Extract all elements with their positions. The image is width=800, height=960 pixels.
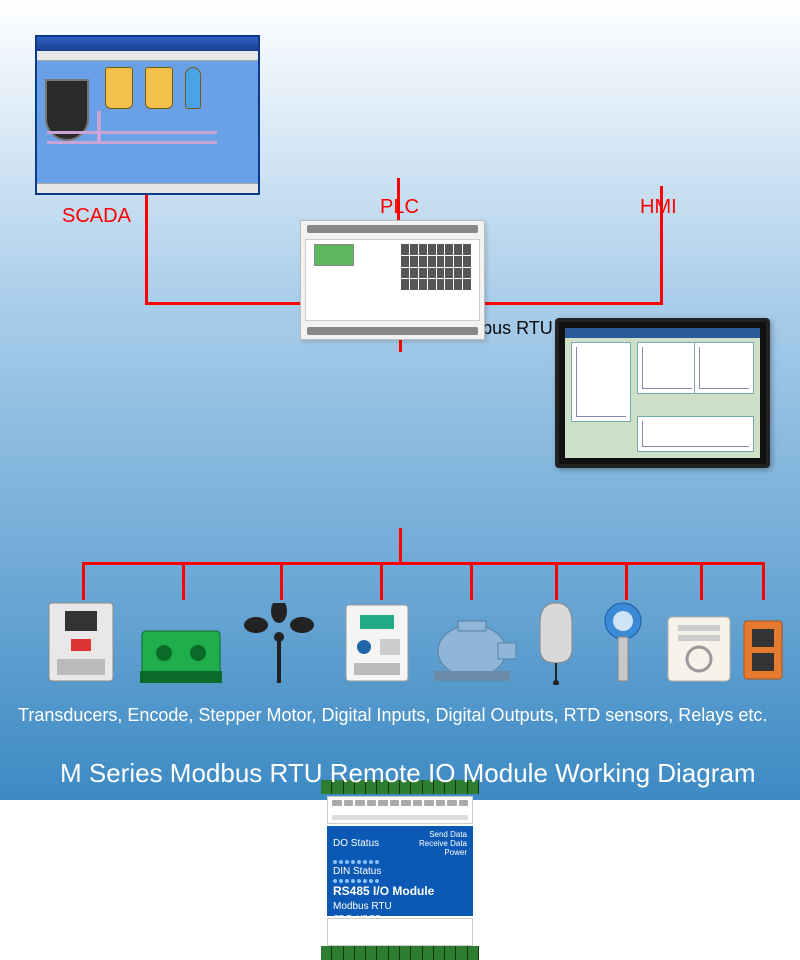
devices-list-label: Transducers, Encode, Stepper Motor, Digi… [18,705,767,726]
bottom-bus-drop-7 [700,562,703,600]
hmi-label: HMI [640,196,677,219]
device-thermostat [664,613,734,685]
diagram-title: M Series Modbus RTU Remote IO Module Wor… [60,758,756,789]
bottom-bus-drop-8 [762,562,765,600]
bottom-bus-drop-3 [380,562,383,600]
io-module-proto: Modbus RTU [333,901,392,913]
plc-label: PLC [380,196,419,219]
device-breaker [45,599,117,685]
device-encoder [140,621,222,685]
diagram-canvas: RS485 Bus - Modbus RTU Protocol SCADA PL… [0,0,800,800]
bottom-bus-drop-0 [82,562,85,600]
io-module-faceplate: DO Status Send Data Receive Data Power D… [327,826,473,916]
scada-titlebar [37,37,258,51]
bottom-bus-drop-2 [280,562,283,600]
scada-body [37,61,258,183]
io-do-status-label: DO Status [333,838,379,850]
bottom-bus-drop-6 [625,562,628,600]
io-din-status-label: DIN Status [333,866,381,878]
plc-node [300,220,485,340]
device-relay [742,615,784,685]
device-rcbo [340,601,414,685]
scada-node [35,35,260,195]
device-motor [428,615,520,685]
module-to-bottom-bus-line [399,528,402,565]
bottom-bus-drop-1 [182,562,185,600]
device-transmitter [592,601,654,685]
bottom-bus-drop-5 [555,562,558,600]
hmi-node [555,318,770,468]
io-module-name: RS485 I/O Module [333,885,434,899]
device-anemometer [240,603,318,685]
bottom-bus-drop-4 [470,562,473,600]
scada-statusbar [37,183,258,193]
scada-label: SCADA [62,205,131,228]
device-float-switch [532,599,580,685]
bus-drop-scada [145,193,148,305]
io-module-node: DO Status Send Data Receive Data Power D… [321,780,479,960]
scada-menubar [37,51,258,61]
